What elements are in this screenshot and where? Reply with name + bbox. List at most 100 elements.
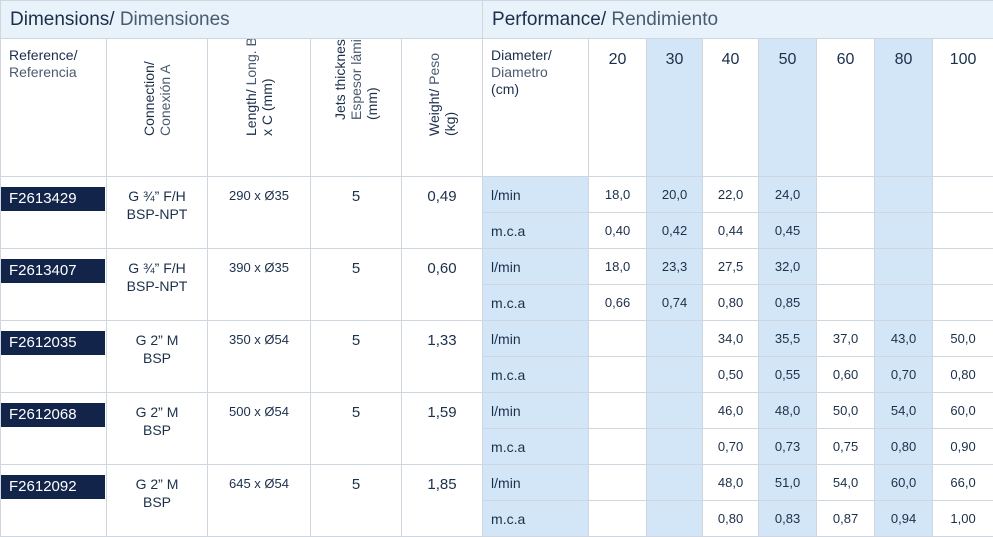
flow-value-cell: 50,0 — [933, 321, 993, 357]
weight-cell: 1,33 — [402, 321, 483, 393]
pressure-value-cell — [647, 429, 703, 465]
pressure-value-cell — [647, 357, 703, 393]
connection-cell: G 2” M BSP — [107, 321, 208, 393]
diameter-header-sub: Diametro — [491, 64, 548, 80]
pressure-value-cell: 0,83 — [759, 501, 817, 537]
flow-value-cell — [647, 393, 703, 429]
pressure-value-cell: 0,40 — [589, 213, 647, 249]
connection-cell: G ¾” F/H BSP-NPT — [107, 249, 208, 321]
pressure-value-cell: 0,74 — [647, 285, 703, 321]
diameter-col-header: 80 — [875, 39, 933, 177]
pressure-value-cell: 0,80 — [703, 501, 759, 537]
flow-value-cell — [589, 393, 647, 429]
flow-value-cell: 27,5 — [703, 249, 759, 285]
dimensions-title: Dimensions/ Dimensiones — [1, 1, 483, 39]
pressure-value-cell — [589, 429, 647, 465]
connection-line2: BSP-NPT — [127, 278, 188, 294]
flow-value-cell: 34,0 — [703, 321, 759, 357]
pressure-value-cell — [875, 285, 933, 321]
pressure-value-cell: 0,80 — [933, 357, 993, 393]
connection-line1: G 2” M — [136, 332, 179, 348]
reference-badge: F2613429 — [1, 187, 105, 211]
flow-value-cell: 35,5 — [759, 321, 817, 357]
diameter-header-line3: (cm) — [491, 81, 519, 97]
connection-line2: BSP — [143, 494, 171, 510]
pressure-value-cell: 0,75 — [817, 429, 875, 465]
flow-value-cell — [817, 249, 875, 285]
weight-cell: 0,60 — [402, 249, 483, 321]
reference-header-sub: Referencia — [9, 64, 77, 80]
connection-line2: BSP — [143, 422, 171, 438]
connection-header-main: Connection/ — [141, 61, 157, 136]
length-header-sub: Long. B — [243, 39, 259, 90]
pressure-value-cell: 0,60 — [817, 357, 875, 393]
connection-line1: G 2” M — [136, 404, 179, 420]
reference-cell: F2612068 — [1, 393, 107, 465]
flow-value-cell: 43,0 — [875, 321, 933, 357]
weight-header-sub: Peso — [426, 53, 442, 89]
pressure-value-cell — [933, 213, 993, 249]
flow-value-cell: 23,3 — [647, 249, 703, 285]
jets-header-main: Jets thickness/ — [332, 39, 348, 121]
connection-header-sub: Conexión A — [157, 64, 173, 136]
pressure-value-cell — [817, 285, 875, 321]
pressure-value-cell — [589, 501, 647, 537]
pressure-value-cell: 0,44 — [703, 213, 759, 249]
pressure-value-cell — [875, 213, 933, 249]
length-header-main: Length/ — [243, 89, 259, 136]
reference-badge: F2612068 — [1, 403, 105, 427]
diameter-col-header: 40 — [703, 39, 759, 177]
pressure-value-cell: 0,70 — [875, 357, 933, 393]
flow-value-cell: 66,0 — [933, 465, 993, 501]
jets-cell: 5 — [311, 393, 402, 465]
jets-cell: 5 — [311, 465, 402, 537]
flow-value-cell: 51,0 — [759, 465, 817, 501]
jets-header: Jets thickness/Espesor lámina(mm) — [311, 39, 402, 177]
pressure-value-cell: 0,45 — [759, 213, 817, 249]
flow-value-cell: 22,0 — [703, 177, 759, 213]
connection-header: Connection/Conexión A — [107, 39, 208, 177]
flow-value-cell: 48,0 — [703, 465, 759, 501]
connection-line1: G ¾” F/H — [128, 188, 186, 204]
flow-value-cell — [875, 177, 933, 213]
weight-header-line2: (kg) — [442, 112, 458, 136]
performance-title: Performance/ Rendimiento — [483, 1, 993, 39]
jets-cell: 5 — [311, 249, 402, 321]
unit-lmin-label: l/min — [483, 177, 589, 213]
diameter-col-header: 20 — [589, 39, 647, 177]
jets-cell: 5 — [311, 321, 402, 393]
diameter-col-header: 100 — [933, 39, 993, 177]
connection-line1: G ¾” F/H — [128, 260, 186, 276]
flow-value-cell: 24,0 — [759, 177, 817, 213]
pressure-value-cell: 0,80 — [703, 285, 759, 321]
pressure-value-cell: 0,87 — [817, 501, 875, 537]
connection-line2: BSP — [143, 350, 171, 366]
length-cell: 390 x Ø35 — [208, 249, 311, 321]
flow-value-cell: 54,0 — [875, 393, 933, 429]
unit-mca-label: m.c.a — [483, 213, 589, 249]
weight-cell: 0,49 — [402, 177, 483, 249]
pressure-value-cell: 0,42 — [647, 213, 703, 249]
dimensions-title-main: Dimensions/ — [10, 9, 115, 30]
flow-value-cell — [933, 177, 993, 213]
reference-badge: F2612092 — [1, 475, 105, 499]
unit-mca-label: m.c.a — [483, 429, 589, 465]
weight-header: Weight/ Peso (kg) — [402, 39, 483, 177]
pressure-value-cell — [647, 501, 703, 537]
length-cell: 290 x Ø35 — [208, 177, 311, 249]
unit-lmin-label: l/min — [483, 321, 589, 357]
pressure-value-cell: 1,00 — [933, 501, 993, 537]
weight-header-main: Weight/ — [426, 89, 442, 136]
pressure-value-cell — [933, 285, 993, 321]
reference-badge: F2612035 — [1, 331, 105, 355]
flow-value-cell: 60,0 — [933, 393, 993, 429]
pressure-value-cell — [817, 213, 875, 249]
flow-value-cell — [589, 465, 647, 501]
